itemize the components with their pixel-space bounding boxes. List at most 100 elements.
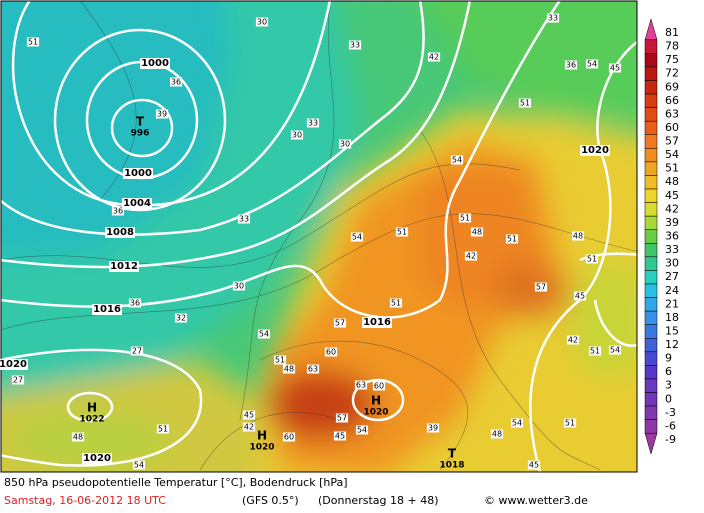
label: 51 — [158, 425, 168, 434]
label-box — [355, 425, 369, 435]
label-box — [395, 227, 409, 237]
label: 51 — [565, 419, 575, 428]
legend-label: 54 — [665, 148, 679, 161]
legend-swatch — [644, 324, 658, 339]
label-box — [338, 139, 352, 149]
label: 33 — [308, 119, 318, 128]
legend-swatch — [644, 338, 658, 353]
center-symbol: H — [87, 401, 97, 415]
legend-label: 24 — [665, 284, 679, 297]
label-box — [427, 52, 441, 62]
description: 850 hPa pseudopotentielle Temperatur [°C… — [4, 476, 348, 489]
label: 48 — [492, 430, 502, 439]
label-box — [566, 335, 580, 345]
legend-label: 69 — [665, 80, 679, 93]
legend-label: 60 — [665, 121, 679, 134]
legend-swatch — [644, 53, 658, 68]
label: 57 — [335, 319, 345, 328]
label: 36 — [113, 207, 123, 216]
label-box — [232, 281, 246, 291]
label: 54 — [352, 233, 362, 242]
label-box — [571, 231, 585, 241]
label-box — [534, 282, 548, 292]
label-box — [546, 13, 560, 23]
label: 54 — [512, 419, 522, 428]
label-box — [71, 432, 85, 442]
legend-label: 12 — [665, 338, 679, 351]
label-box — [92, 304, 122, 315]
label: 45 — [610, 64, 620, 73]
label-box — [128, 298, 142, 308]
label: 60 — [326, 348, 336, 357]
label: 39 — [157, 110, 167, 119]
label: 1016 — [93, 304, 121, 315]
label-box — [122, 198, 152, 209]
label: 1020 — [581, 145, 609, 156]
label-box — [518, 98, 532, 108]
legend-label: 18 — [665, 311, 679, 324]
legend-swatch — [644, 39, 658, 54]
legend-swatch — [644, 66, 658, 81]
label: 63 — [308, 365, 318, 374]
legend-label: 33 — [665, 243, 679, 256]
label: 30 — [234, 282, 244, 291]
label-box — [608, 63, 622, 73]
legend-label: 66 — [665, 94, 679, 107]
label-box — [105, 227, 135, 238]
label-box — [306, 364, 320, 374]
label-box — [333, 318, 347, 328]
label-box — [505, 234, 519, 244]
legend-label: -3 — [665, 406, 676, 419]
label-box — [564, 60, 578, 70]
legend-label: 3 — [665, 379, 672, 392]
label-box — [111, 206, 125, 216]
label-box — [588, 346, 602, 356]
legend-swatch — [644, 310, 658, 325]
label: 54 — [134, 461, 144, 470]
legend-swatch — [644, 148, 658, 163]
label: 1020 — [83, 453, 111, 464]
label: 33 — [239, 215, 249, 224]
legend-swatch — [644, 202, 658, 217]
label: 51 — [28, 38, 38, 47]
label-box — [306, 118, 320, 128]
label: 45 — [335, 432, 345, 441]
label: 39 — [428, 424, 438, 433]
map-frame — [0, 0, 638, 473]
forecast: (Donnerstag 18 + 48) — [318, 494, 439, 507]
label: 54 — [259, 330, 269, 339]
legend-label: 36 — [665, 230, 679, 243]
center-symbol: H — [371, 394, 381, 408]
label-box — [350, 232, 364, 242]
legend-label: -6 — [665, 419, 676, 432]
label-box — [324, 347, 338, 357]
label-box — [130, 346, 144, 356]
label-box — [255, 17, 269, 27]
label: 1016 — [363, 317, 391, 328]
legend-label: 63 — [665, 107, 679, 120]
label-box — [290, 130, 304, 140]
isobars — [1, 1, 637, 472]
legend-label: 81 — [665, 26, 679, 39]
label: 51 — [590, 347, 600, 356]
legend-label: 57 — [665, 135, 679, 148]
legend-swatch — [644, 392, 658, 407]
legend-swatch — [644, 419, 658, 434]
legend-label: 9 — [665, 352, 672, 365]
label-box — [174, 313, 188, 323]
label: 30 — [340, 140, 350, 149]
legend-swatch — [644, 175, 658, 190]
label: 51 — [391, 299, 401, 308]
color-legend: 8178757269666360575451484542393633302724… — [644, 18, 679, 455]
legend-swatch — [644, 215, 658, 230]
label-box — [237, 214, 251, 224]
field — [1, 1, 637, 472]
legend-swatch — [644, 432, 658, 455]
label: 60 — [374, 382, 384, 391]
legend-swatch — [644, 120, 658, 136]
label: 42 — [466, 252, 476, 261]
label-box — [580, 145, 610, 156]
label-box — [0, 359, 28, 370]
legend-label: 21 — [665, 297, 679, 310]
